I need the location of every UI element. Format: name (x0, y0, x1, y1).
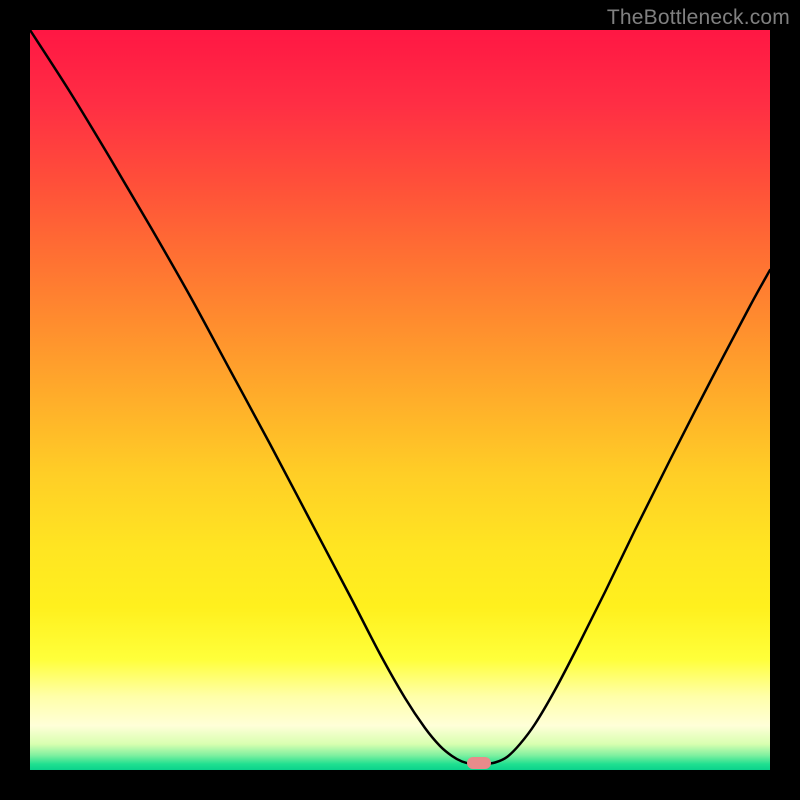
minimum-marker (467, 757, 491, 769)
curve-layer (30, 30, 770, 770)
bottleneck-curve (30, 30, 770, 764)
watermark-text: TheBottleneck.com (607, 6, 790, 30)
plot-area (30, 30, 770, 770)
bottleneck-chart: TheBottleneck.com (0, 0, 800, 800)
